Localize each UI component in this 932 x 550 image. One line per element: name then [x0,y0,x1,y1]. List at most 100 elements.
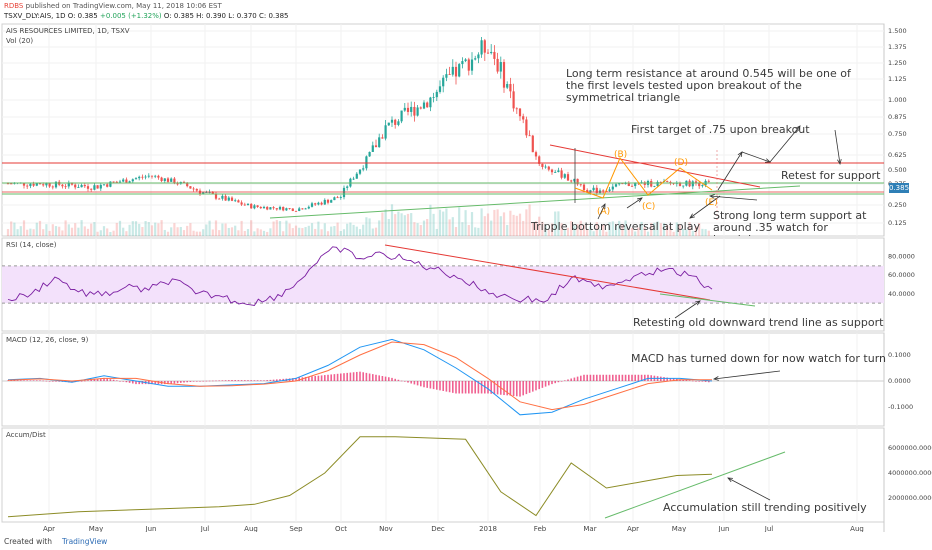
volume-bar [70,227,74,236]
macd-histogram-bar [106,378,108,381]
volume-bar [224,223,227,236]
candle-body [237,200,240,203]
volume-bar [102,226,106,236]
candle-body [160,177,163,182]
annotation-arrow [597,203,606,220]
volume-bar [637,227,640,236]
candle-body [262,206,266,209]
volume-bar [64,220,67,236]
macd-histogram-bar [647,374,649,381]
macd-histogram-bar [612,374,614,381]
candle-body [304,208,307,210]
volume-bar [352,224,355,236]
annotation-resistance: Long term resistance at around 0.545 wil… [566,67,851,104]
macd-histogram-bar [202,380,204,382]
candle-body [189,186,192,189]
volume-bar [429,204,432,236]
macd-histogram-bar [221,380,224,381]
macd-histogram-bar [308,376,310,381]
macd-histogram-bar [13,380,16,381]
volume-bar [61,230,64,236]
volume-bar [650,222,653,236]
macd-histogram-bar [349,372,352,381]
x-tick-label: Jul [764,525,774,533]
pattern-label: (A) [597,207,610,217]
macd-histogram-bar [458,381,460,394]
volume-bar [90,223,93,236]
volume-bar [432,213,435,236]
volume-bar [614,225,618,236]
macd-histogram-bar [573,377,576,381]
candle-body [54,181,58,188]
price-tick-label: 0.250 [888,201,907,209]
macd-histogram-bar [452,381,454,393]
volume-label: Vol (20) [6,37,34,45]
volume-bar [442,211,445,236]
price-tick-label: 1.375 [888,43,907,51]
volume-bar [141,227,144,236]
volume-bar [598,229,602,236]
volume-bar [394,214,397,236]
volume-bar [326,231,330,236]
macd-histogram-bar [679,379,681,381]
volume-bar [122,227,125,236]
candle-body [115,181,118,183]
macd-histogram-bar [692,380,694,382]
volume-bar [32,229,35,236]
volume-bar [416,223,419,236]
macd-histogram-bar [624,374,627,381]
volume-bar [496,209,499,236]
macd-histogram-bar [426,381,428,388]
macd-histogram-bar [100,378,102,381]
volume-bar [563,229,566,236]
macd-histogram-bar [592,374,595,381]
symbol-text: TSXV_DLY:AIS, 1D [4,12,66,20]
volume-bar [586,228,589,236]
macd-histogram-bar [170,381,172,384]
volume-bar [304,227,307,236]
tradingview-logo[interactable]: TradingView [62,537,108,546]
candle-body [51,186,54,188]
rsi-trend-line-green [659,293,756,307]
volume-bar [317,221,320,236]
candle-body [691,181,694,187]
annotation-arrow [674,300,701,319]
volume-bar [342,229,346,236]
candle-body [701,185,704,187]
candle-body [490,51,493,54]
macd-histogram-bar [522,381,524,396]
volume-bar [16,229,19,236]
volume-bar [176,227,179,236]
candle-body [227,197,230,201]
candle-body [330,200,333,203]
macd-histogram-bar [173,381,176,384]
rsi-line [7,246,713,306]
publisher-name[interactable]: RDBS [4,2,24,10]
long-term-uptrend-line [269,185,801,219]
macd-histogram-bar [628,374,630,381]
x-tick-label: Apr [43,525,55,533]
published-text: published on TradingView.com, May 11, 20… [25,2,222,10]
volume-bar [566,227,570,236]
volume-bar [246,229,250,236]
macd-histogram-bar [480,381,483,394]
candle-body [368,151,371,157]
price-tick-label: 0.875 [888,113,907,121]
macd-histogram-bar [122,381,124,382]
candle-body [458,64,461,77]
volume-bar [576,224,579,236]
candle-body [253,205,256,209]
candle-body [150,175,154,177]
volume-bar [550,223,554,236]
candle-body [483,40,486,53]
candle-body [342,187,346,198]
candle-body [298,208,301,212]
candle-body [224,195,227,201]
volume-bar [579,220,582,236]
volume-bar [397,211,400,236]
candle-body [86,186,90,189]
candle-body [230,197,234,201]
candle-body [355,173,358,179]
macd-histogram-bar [253,380,256,381]
candle-body [35,183,38,186]
